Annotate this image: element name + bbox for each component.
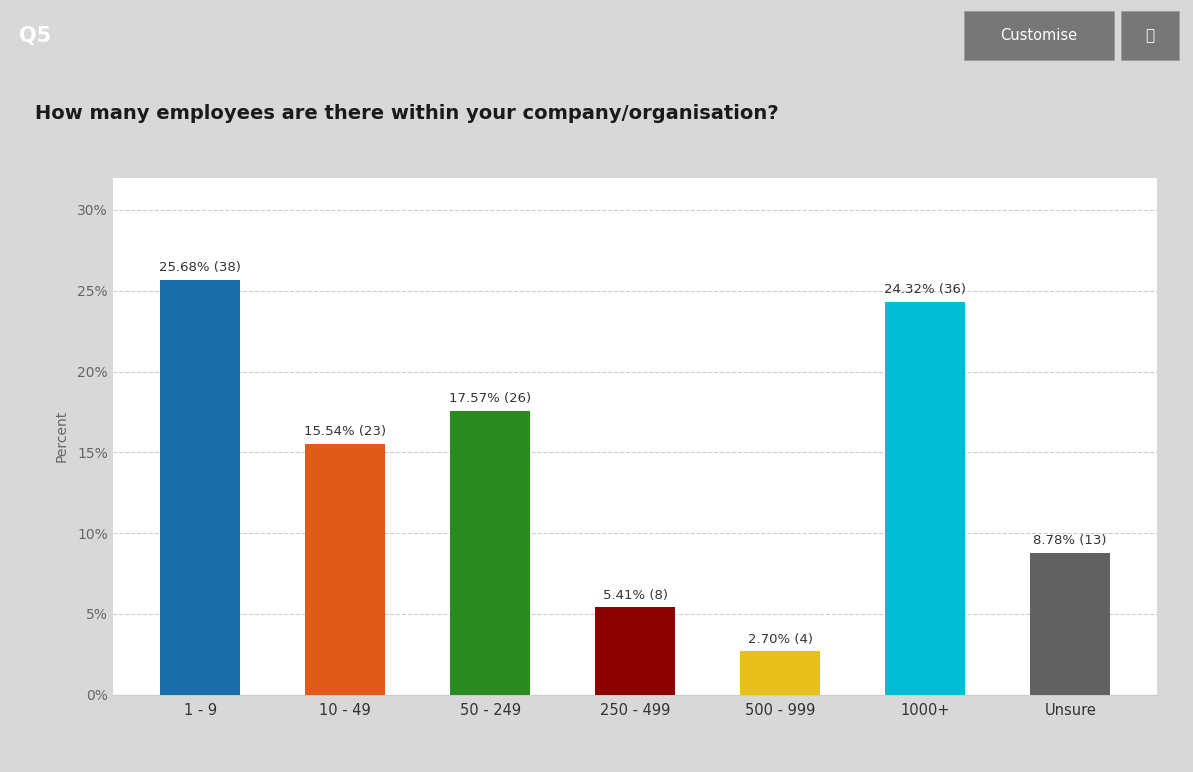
Bar bbox=[595, 608, 675, 695]
Text: 17.57% (26): 17.57% (26) bbox=[450, 392, 531, 405]
Text: How many employees are there within your company/organisation?: How many employees are there within your… bbox=[36, 103, 779, 123]
FancyBboxPatch shape bbox=[1121, 11, 1179, 60]
Bar bbox=[885, 302, 965, 695]
Y-axis label: Percent: Percent bbox=[55, 410, 69, 462]
Bar bbox=[160, 279, 240, 695]
Text: Customise: Customise bbox=[1001, 28, 1077, 43]
Text: 24.32% (36): 24.32% (36) bbox=[884, 283, 966, 296]
Bar bbox=[451, 411, 530, 695]
Text: Q5: Q5 bbox=[19, 25, 51, 46]
Text: 2.70% (4): 2.70% (4) bbox=[748, 632, 812, 645]
Text: 25.68% (38): 25.68% (38) bbox=[160, 261, 241, 274]
Text: 8.78% (13): 8.78% (13) bbox=[1033, 534, 1107, 547]
Text: 5.41% (8): 5.41% (8) bbox=[602, 589, 668, 601]
Bar bbox=[1031, 553, 1111, 695]
Bar bbox=[741, 651, 820, 695]
FancyBboxPatch shape bbox=[964, 11, 1114, 60]
Text: 📌: 📌 bbox=[1145, 28, 1155, 43]
Text: 15.54% (23): 15.54% (23) bbox=[304, 425, 387, 438]
Bar bbox=[305, 444, 385, 695]
